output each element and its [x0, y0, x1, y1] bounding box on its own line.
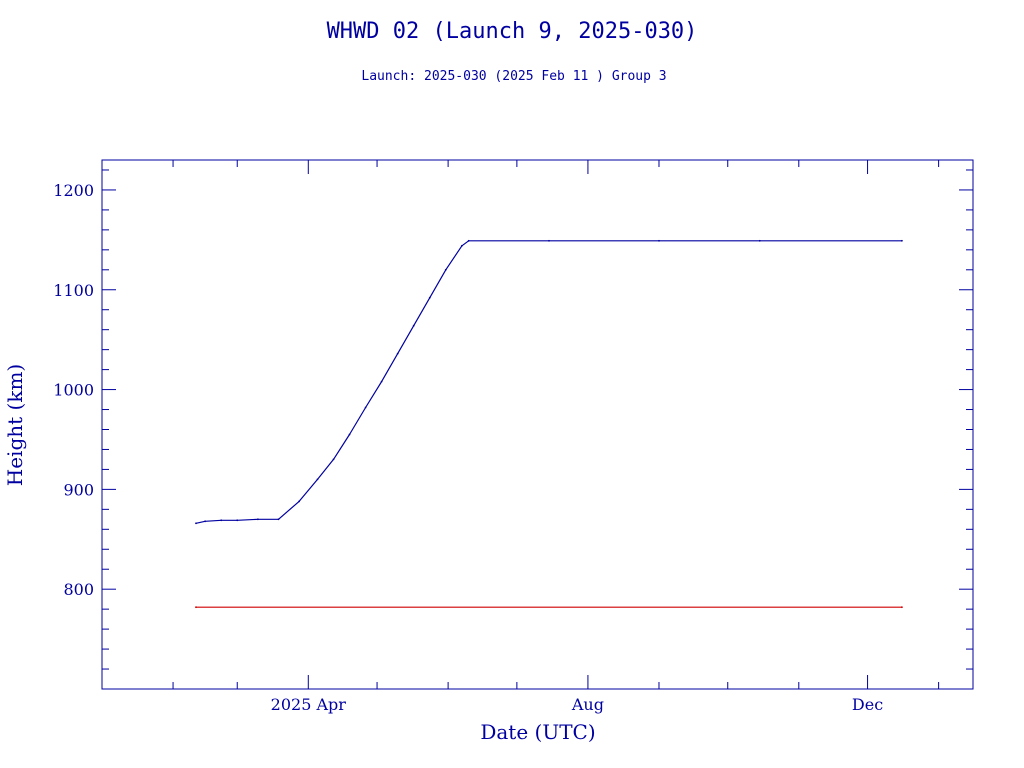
x-tick-label: Dec: [852, 695, 883, 714]
plot-frame: [101, 159, 974, 690]
height-data-point: [332, 458, 335, 461]
chart-subtitle: Launch: 2025-030 (2025 Feb 11 ) Group 3: [361, 69, 666, 84]
chart-title: WHWD 02 (Launch 9, 2025-030): [327, 19, 698, 44]
y-tick-label: 1200: [53, 181, 94, 200]
reference-data-point: [901, 606, 903, 609]
height-data-point: [204, 520, 207, 523]
x-axis-label: Date (UTC): [480, 720, 595, 744]
height-data-point: [444, 268, 447, 271]
height-data-point: [467, 239, 470, 242]
height-data-point: [396, 352, 399, 355]
height-data-point: [461, 244, 463, 247]
height-data-point: [901, 239, 903, 242]
height-data-point: [380, 380, 383, 383]
height-data-point: [428, 296, 431, 299]
height-data-point: [236, 519, 239, 522]
height-series-line: [195, 240, 902, 524]
height-data-point: [277, 518, 280, 521]
y-tick-label: 900: [63, 480, 94, 499]
height-data-point: [195, 522, 197, 525]
height-data-point: [348, 433, 351, 436]
y-tick-label: 1000: [53, 381, 94, 400]
x-tick-label: 2025 Apr: [271, 695, 347, 714]
height-data-point: [298, 500, 300, 503]
x-tick-label: Aug: [571, 695, 604, 714]
x-axis: 2025 Apr Aug Dec: [172, 160, 940, 714]
height-data-point: [658, 239, 660, 242]
height-data-point: [257, 518, 259, 521]
height-data-point: [316, 478, 319, 481]
y-tick-label: 800: [63, 580, 94, 599]
height-data-point: [220, 519, 223, 522]
y-tick-label: 1100: [53, 281, 94, 300]
reference-data-point: [195, 606, 197, 609]
height-data-point: [412, 324, 415, 327]
y-axis: 800 900 1000 1100 1200: [53, 169, 973, 670]
height-data-point: [364, 406, 367, 409]
plot-area: [195, 239, 903, 609]
height-data-point: [758, 239, 761, 242]
y-axis-label: Height (km): [3, 364, 27, 486]
height-data-point: [548, 239, 550, 242]
